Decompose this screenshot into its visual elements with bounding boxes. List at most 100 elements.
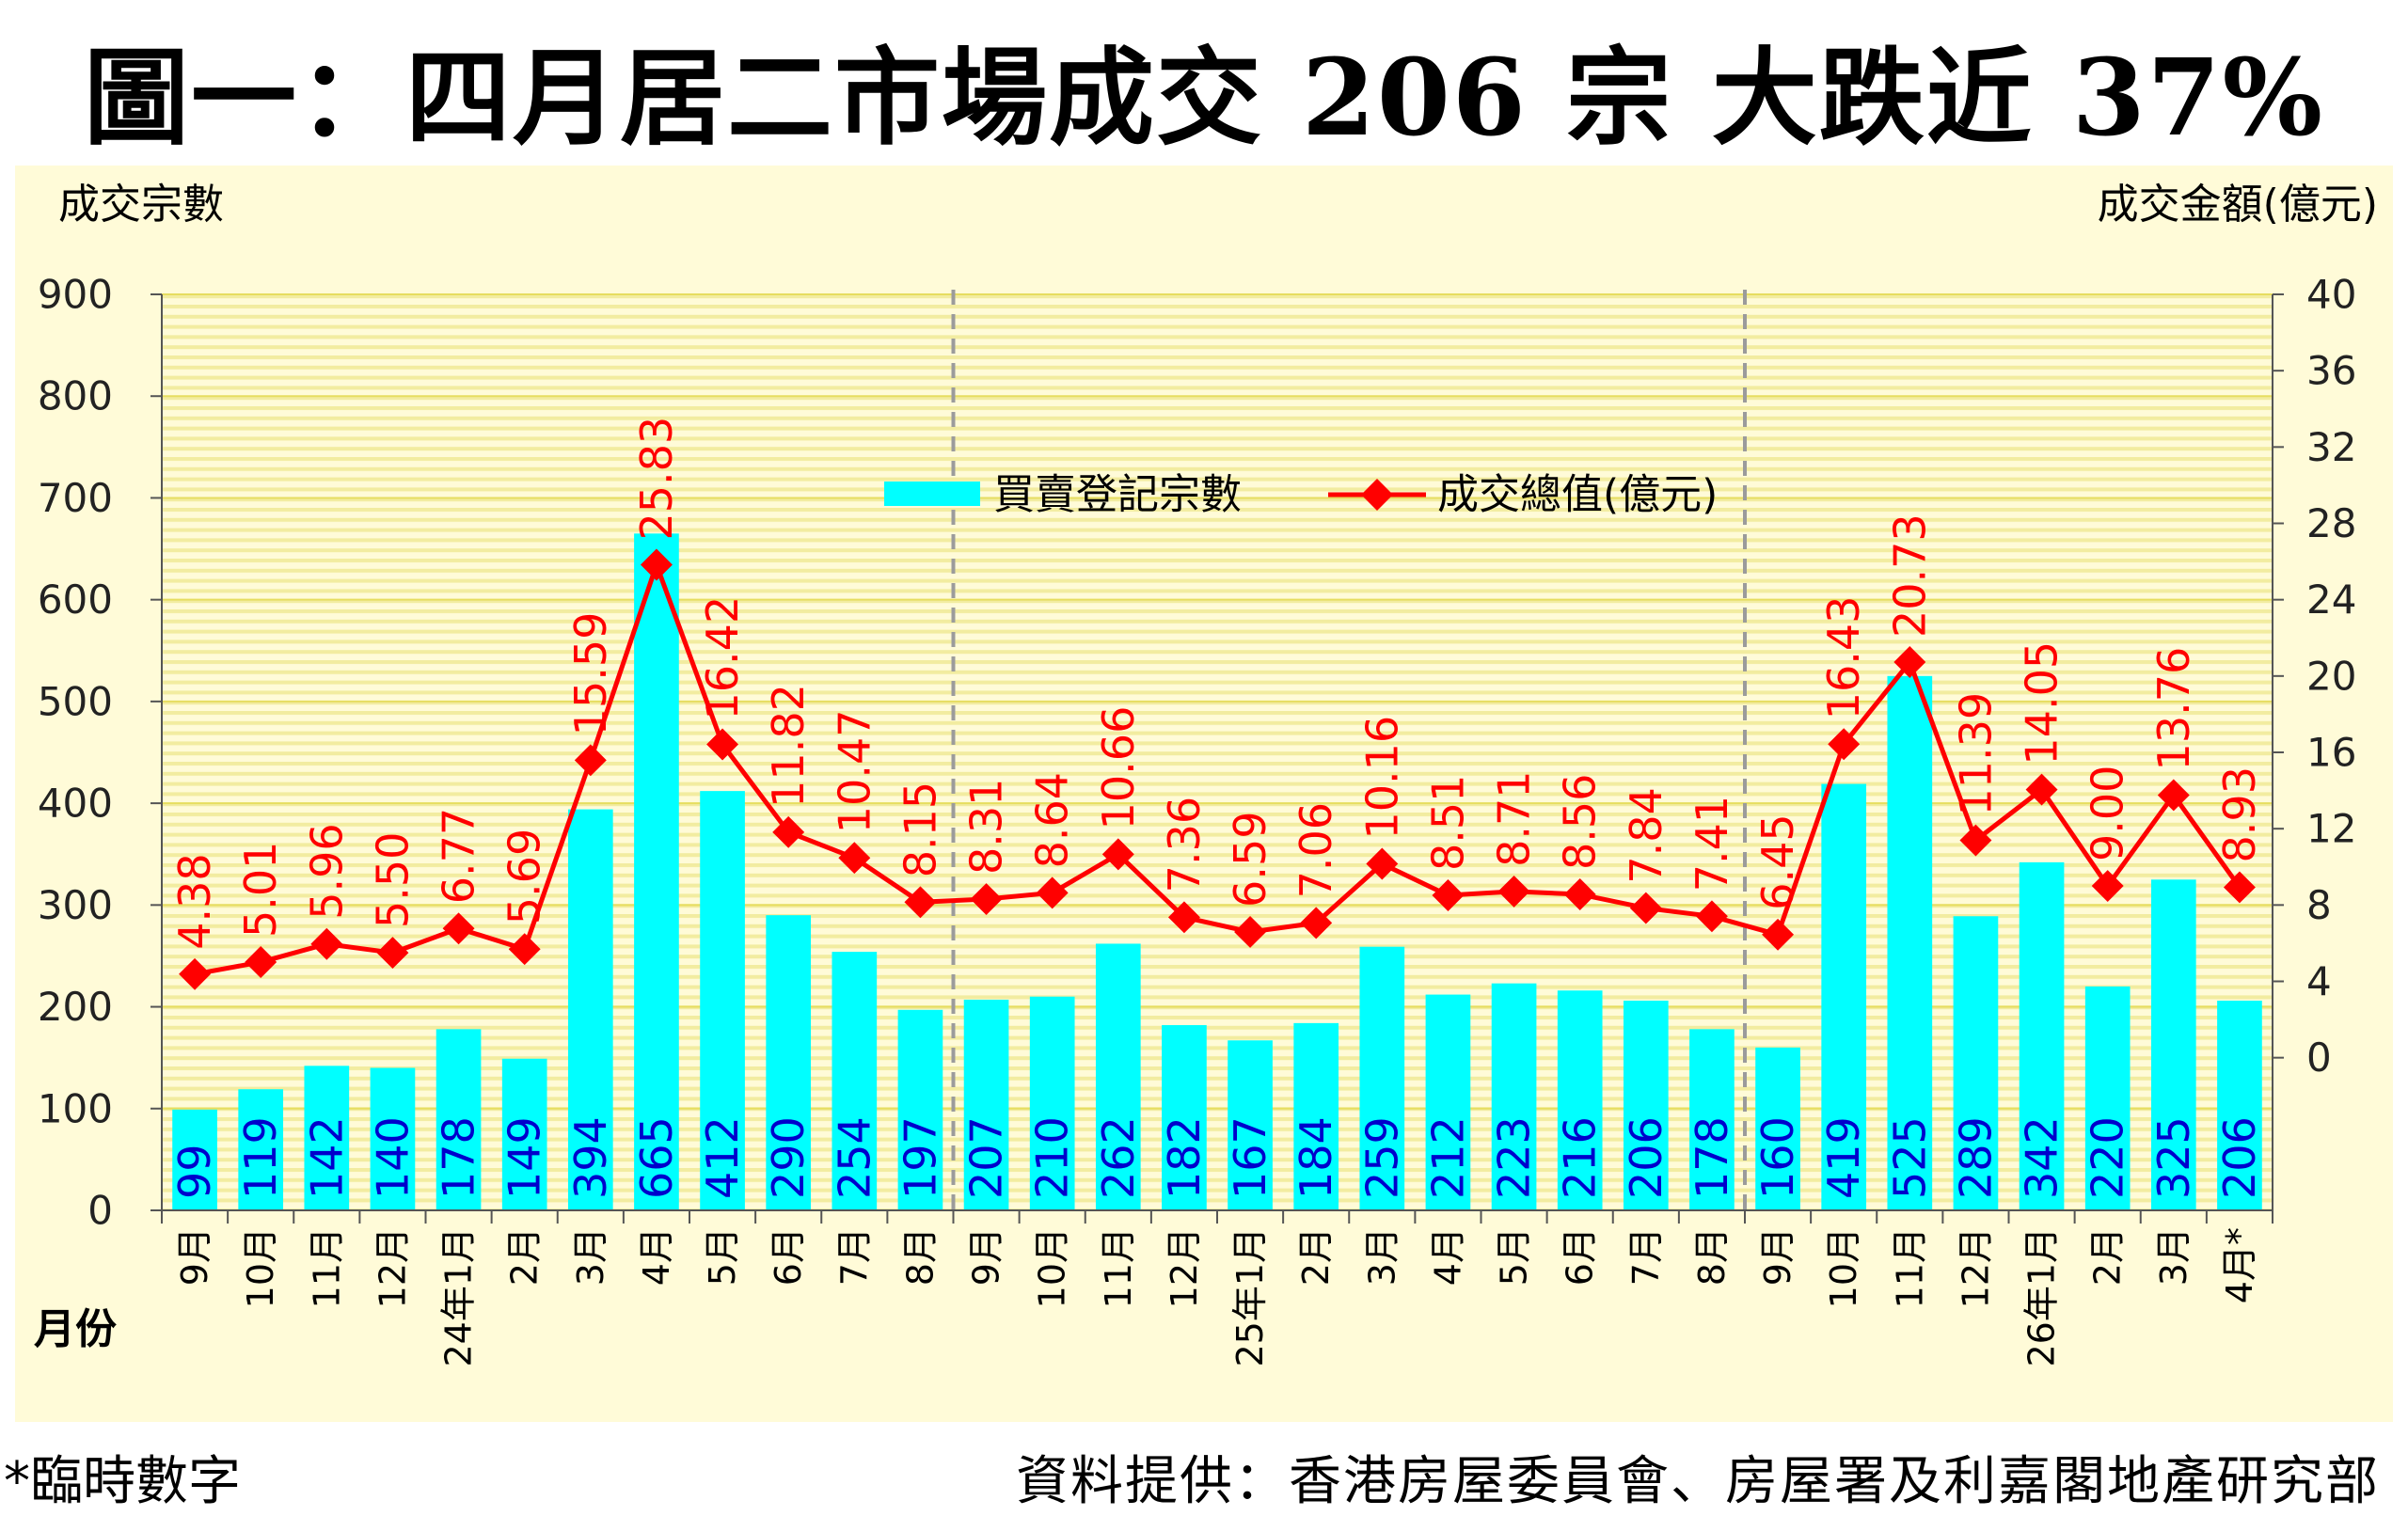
bar xyxy=(2217,1001,2262,1210)
line-value-label: 8.51 xyxy=(1422,775,1473,871)
bar xyxy=(963,999,1009,1210)
bar-value-label: 142 xyxy=(301,1116,352,1199)
line-value-label: 15.59 xyxy=(565,612,616,736)
bar-value-label: 206 xyxy=(1621,1116,1671,1199)
labels-layer: 99 119 142 140 178 149 394 665 412 290 254 197 207 21… xyxy=(169,417,2265,1199)
right-tick-label: 40 xyxy=(2306,272,2356,318)
right-tick-label: 32 xyxy=(2306,424,2356,470)
line-value-label: 7.84 xyxy=(1621,787,1671,883)
x-tick-label: 8月 xyxy=(899,1227,941,1286)
value-line xyxy=(194,558,2242,977)
x-tick-label: 3月 xyxy=(570,1227,611,1286)
line-value-label: 7.06 xyxy=(1291,802,1341,898)
line-marker xyxy=(1366,847,1399,880)
bar-value-label: 184 xyxy=(1291,1116,1341,1199)
bar xyxy=(1359,946,1405,1210)
line-value-label: 10.66 xyxy=(1093,706,1144,830)
bar xyxy=(1557,990,1603,1210)
line-value-label: 8.64 xyxy=(1027,772,1078,868)
bar-value-label: 325 xyxy=(2148,1116,2199,1199)
bar xyxy=(1162,1025,1207,1210)
bar xyxy=(1029,996,1075,1210)
x-tick-label: 3月 xyxy=(1361,1227,1402,1286)
bar xyxy=(501,1058,547,1210)
bar xyxy=(766,915,812,1210)
line-marker xyxy=(1234,915,1267,948)
line-value-label: 8.71 xyxy=(1489,771,1540,867)
line-value-label: 11.39 xyxy=(1950,692,2001,816)
x-tick-label: 12月 xyxy=(1164,1227,1205,1308)
x-tick-label: 10月 xyxy=(1032,1227,1073,1308)
x-tick-label: 24年1月 xyxy=(438,1227,480,1367)
bar xyxy=(1425,994,1471,1210)
line-marker xyxy=(310,927,343,960)
x-axis-title: 月份 xyxy=(34,1305,117,1353)
x-tick-label: 7月 xyxy=(1625,1227,1667,1286)
bar-value-label: 259 xyxy=(1356,1116,1407,1199)
x-tick-label: 11月 xyxy=(1098,1227,1139,1308)
bar-value-label: 665 xyxy=(631,1116,682,1199)
bar xyxy=(634,533,679,1210)
line-value-label: 5.69 xyxy=(499,829,550,924)
bar xyxy=(1821,783,1867,1210)
bar-value-label: 160 xyxy=(1752,1116,1803,1199)
bar xyxy=(897,1009,943,1210)
bar xyxy=(172,1109,217,1210)
bar-value-label: 262 xyxy=(1093,1116,1144,1199)
bar xyxy=(238,1089,284,1210)
bar-value-label: 290 xyxy=(763,1116,814,1199)
line-layer xyxy=(179,548,2256,990)
line-marker xyxy=(1300,907,1333,940)
line-value-label: 6.59 xyxy=(1225,812,1275,908)
line-value-label: 4.38 xyxy=(169,853,220,949)
line-value-label: 11.82 xyxy=(763,684,814,808)
line-value-label: 14.05 xyxy=(2017,641,2067,766)
x-tick-label: 9月 xyxy=(966,1227,1007,1286)
line-value-label: 5.96 xyxy=(301,823,352,919)
bar-value-label: 207 xyxy=(961,1116,1012,1199)
line-value-label: 8.56 xyxy=(1555,774,1606,870)
line-marker xyxy=(1629,892,1662,924)
line-value-label: 8.93 xyxy=(2214,766,2265,862)
bar-value-label: 206 xyxy=(2214,1116,2265,1199)
x-tick-label: 5月 xyxy=(1494,1227,1535,1286)
left-tick-label: 600 xyxy=(38,576,113,623)
line-value-label: 8.31 xyxy=(961,779,1012,875)
bar xyxy=(1228,1040,1273,1210)
bar-value-label: 119 xyxy=(235,1116,286,1199)
left-tick-label: 100 xyxy=(38,1085,113,1131)
bar xyxy=(304,1066,350,1210)
left-tick-label: 800 xyxy=(38,373,113,419)
x-tick-label: 4月* xyxy=(2219,1227,2260,1303)
line-value-label: 20.73 xyxy=(1884,513,1935,638)
bar-value-label: 342 xyxy=(2017,1116,2067,1199)
line-marker xyxy=(1036,876,1069,909)
x-tick-label: 2月 xyxy=(504,1227,546,1286)
line-value-label: 25.83 xyxy=(631,417,682,541)
line-value-label: 6.77 xyxy=(434,808,484,904)
x-tick-label: 8月 xyxy=(1691,1227,1733,1286)
left-tick-label: 200 xyxy=(38,984,113,1030)
line-marker xyxy=(1828,728,1861,761)
legend-bar-swatch xyxy=(884,482,980,506)
bar xyxy=(700,791,745,1210)
line-marker xyxy=(574,744,607,777)
bar-value-label: 223 xyxy=(1489,1116,1540,1199)
x-tick-label: 2月 xyxy=(2087,1227,2129,1286)
line-value-label: 10.16 xyxy=(1356,716,1407,840)
bar-value-label: 149 xyxy=(499,1116,550,1199)
line-marker xyxy=(1893,646,1926,678)
x-tick-label: 4月 xyxy=(1427,1227,1468,1286)
bar-value-label: 394 xyxy=(565,1116,616,1199)
chart-title: 圖一：四月居二市場成交 206 宗 大跌近 37% xyxy=(83,37,2325,160)
bar xyxy=(2150,879,2196,1210)
x-tick-label: 12月 xyxy=(372,1227,413,1308)
line-marker xyxy=(1432,879,1465,911)
right-tick-label: 24 xyxy=(2306,576,2356,623)
line-marker xyxy=(640,548,673,581)
line-marker xyxy=(970,883,1003,916)
bar xyxy=(436,1029,482,1210)
bar-value-label: 220 xyxy=(2083,1116,2133,1199)
bar-value-label: 178 xyxy=(434,1116,484,1199)
